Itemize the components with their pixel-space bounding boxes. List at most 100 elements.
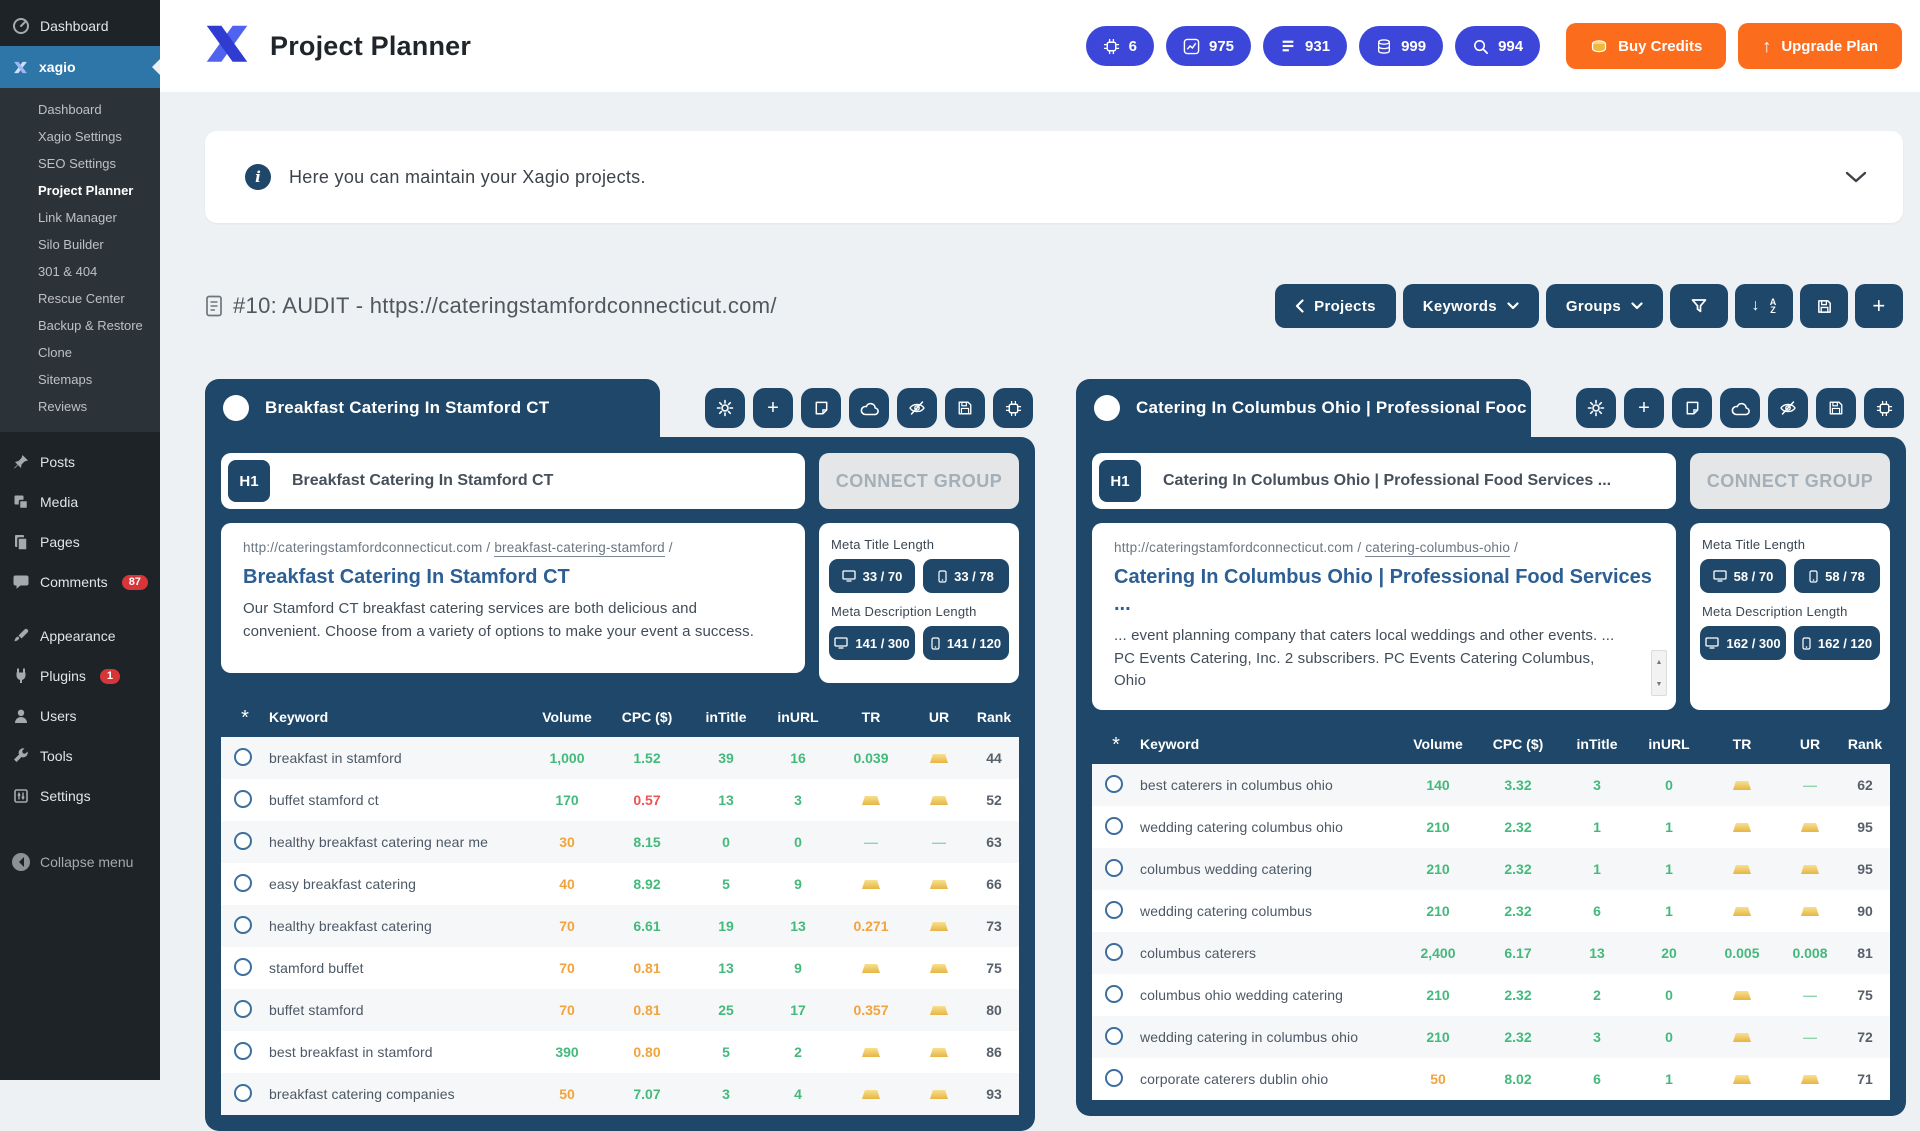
group-add-button[interactable]: + (753, 388, 793, 428)
cpc-cell: 2.32 (1476, 819, 1560, 835)
row-select-radio[interactable] (234, 832, 252, 850)
sidebar-item-xagio[interactable]: xagio (0, 46, 160, 88)
wrench-icon (12, 747, 30, 765)
row-select-radio[interactable] (234, 1042, 252, 1060)
sidebar-subitem-xagio-settings[interactable]: Xagio Settings (0, 123, 160, 150)
row-select-radio[interactable] (234, 748, 252, 766)
sidebar-item-comments[interactable]: Comments 87 (0, 562, 160, 602)
sidebar-item-plugins[interactable]: Plugins 1 (0, 656, 160, 696)
group-note-button[interactable] (801, 388, 841, 428)
group-tab[interactable]: Catering In Columbus Ohio | Professional… (1076, 379, 1531, 437)
audit-credits-badge[interactable]: 994 (1455, 26, 1540, 66)
sidebar-subitem-301-404[interactable]: 301 & 404 (0, 258, 160, 285)
group-tab[interactable]: Breakfast Catering In Stamford CT (205, 379, 660, 437)
connect-group-button[interactable]: CONNECT GROUP (1690, 453, 1890, 509)
group-ai-button[interactable] (1864, 388, 1904, 428)
select-all-star[interactable]: * (1092, 734, 1140, 757)
collapse-menu-button[interactable]: Collapse menu (0, 842, 160, 882)
inurl-cell: 0 (763, 834, 833, 850)
group-add-button[interactable]: + (1624, 388, 1664, 428)
group-ai-button[interactable] (993, 388, 1033, 428)
intitle-cell: 5 (689, 876, 763, 892)
h1-title-input[interactable] (1163, 472, 1669, 490)
scroll-down-icon[interactable]: ▼ (1652, 673, 1666, 695)
group-hide-button[interactable] (897, 388, 937, 428)
user-icon (12, 707, 30, 725)
xagio-logo (200, 19, 254, 73)
scroll-up-icon[interactable]: ▲ (1652, 651, 1666, 673)
row-select-radio[interactable] (234, 1000, 252, 1018)
add-group-button[interactable]: + (1855, 284, 1903, 328)
row-select-radio[interactable] (1105, 1069, 1123, 1087)
row-select-radio[interactable] (1105, 859, 1123, 877)
sidebar-subitem-sitemaps[interactable]: Sitemaps (0, 366, 160, 393)
filter-button[interactable] (1670, 284, 1728, 328)
ai-chip-icon (1876, 400, 1893, 417)
collapse-arrow-icon (12, 853, 30, 871)
group-settings-button[interactable] (1576, 388, 1616, 428)
group-select-radio[interactable] (223, 395, 249, 421)
ur-cell (1780, 819, 1840, 835)
rows-credits-badge[interactable]: 931 (1263, 26, 1347, 66)
tr-cell (833, 1044, 909, 1060)
chart-credits-badge[interactable]: 975 (1166, 26, 1251, 66)
sidebar-item-settings[interactable]: Settings (0, 776, 160, 816)
group-cloud-button[interactable] (849, 388, 889, 428)
sidebar-item-pages[interactable]: Pages (0, 522, 160, 562)
row-select-radio[interactable] (234, 916, 252, 934)
groups-dropdown[interactable]: Groups (1546, 284, 1663, 328)
group-select-radio[interactable] (1094, 395, 1120, 421)
buy-credits-button[interactable]: Buy Credits (1566, 23, 1726, 69)
banner-collapse-button[interactable] (1845, 171, 1867, 183)
row-select-radio[interactable] (1105, 943, 1123, 961)
row-select-radio[interactable] (1105, 775, 1123, 793)
group-note-button[interactable] (1672, 388, 1712, 428)
row-select-radio[interactable] (1105, 817, 1123, 835)
row-select-radio[interactable] (234, 1084, 252, 1102)
database-credits-badge[interactable]: 999 (1359, 26, 1443, 66)
row-select-radio[interactable] (234, 790, 252, 808)
serp-url: http://cateringstamfordconnecticut.com /… (243, 540, 783, 555)
sidebar-item-dashboard[interactable]: Dashboard (0, 6, 160, 46)
rank-cell: 63 (969, 834, 1019, 850)
sidebar-item-media[interactable]: Media (0, 482, 160, 522)
row-select-radio[interactable] (1105, 985, 1123, 1003)
sidebar-subitem-dashboard[interactable]: Dashboard (0, 96, 160, 123)
sidebar-subitem-clone[interactable]: Clone (0, 339, 160, 366)
select-all-star[interactable]: * (221, 707, 269, 730)
row-select-radio[interactable] (1105, 1027, 1123, 1045)
h1-title-input[interactable] (292, 472, 798, 490)
sidebar-subitem-project-planner[interactable]: Project Planner (0, 177, 160, 204)
sidebar-subitem-link-manager[interactable]: Link Manager (0, 204, 160, 231)
connect-group-button[interactable]: CONNECT GROUP (819, 453, 1019, 509)
description-scrollbar[interactable]: ▲ ▼ (1651, 650, 1667, 696)
row-select-radio[interactable] (234, 874, 252, 892)
projects-back-button[interactable]: Projects (1275, 284, 1396, 328)
save-button[interactable] (1800, 284, 1848, 328)
upgrade-plan-button[interactable]: ↑ Upgrade Plan (1738, 23, 1902, 69)
keyword-cell: best breakfast in stamford (269, 1044, 529, 1060)
group-save-button[interactable] (945, 388, 985, 428)
sidebar-item-posts[interactable]: Posts (0, 442, 160, 482)
ai-credits-badge[interactable]: 6 (1086, 26, 1154, 66)
sidebar-subitem-reviews[interactable]: Reviews (0, 393, 160, 420)
row-select-radio[interactable] (1105, 901, 1123, 919)
sidebar-item-tools[interactable]: Tools (0, 736, 160, 776)
sidebar-subitem-backup-restore[interactable]: Backup & Restore (0, 312, 160, 339)
sidebar-item-users[interactable]: Users (0, 696, 160, 736)
group-save-button[interactable] (1816, 388, 1856, 428)
sidebar-item-appearance[interactable]: Appearance (0, 616, 160, 656)
row-select-radio[interactable] (234, 958, 252, 976)
keywords-dropdown[interactable]: Keywords (1403, 284, 1539, 328)
keyword-cell: healthy breakfast catering near me (269, 834, 529, 850)
sidebar-subitem-silo-builder[interactable]: Silo Builder (0, 231, 160, 258)
sidebar-subitem-rescue-center[interactable]: Rescue Center (0, 285, 160, 312)
group-settings-button[interactable] (705, 388, 745, 428)
group-hide-button[interactable] (1768, 388, 1808, 428)
sidebar-subitem-seo-settings[interactable]: SEO Settings (0, 150, 160, 177)
group-cloud-button[interactable] (1720, 388, 1760, 428)
